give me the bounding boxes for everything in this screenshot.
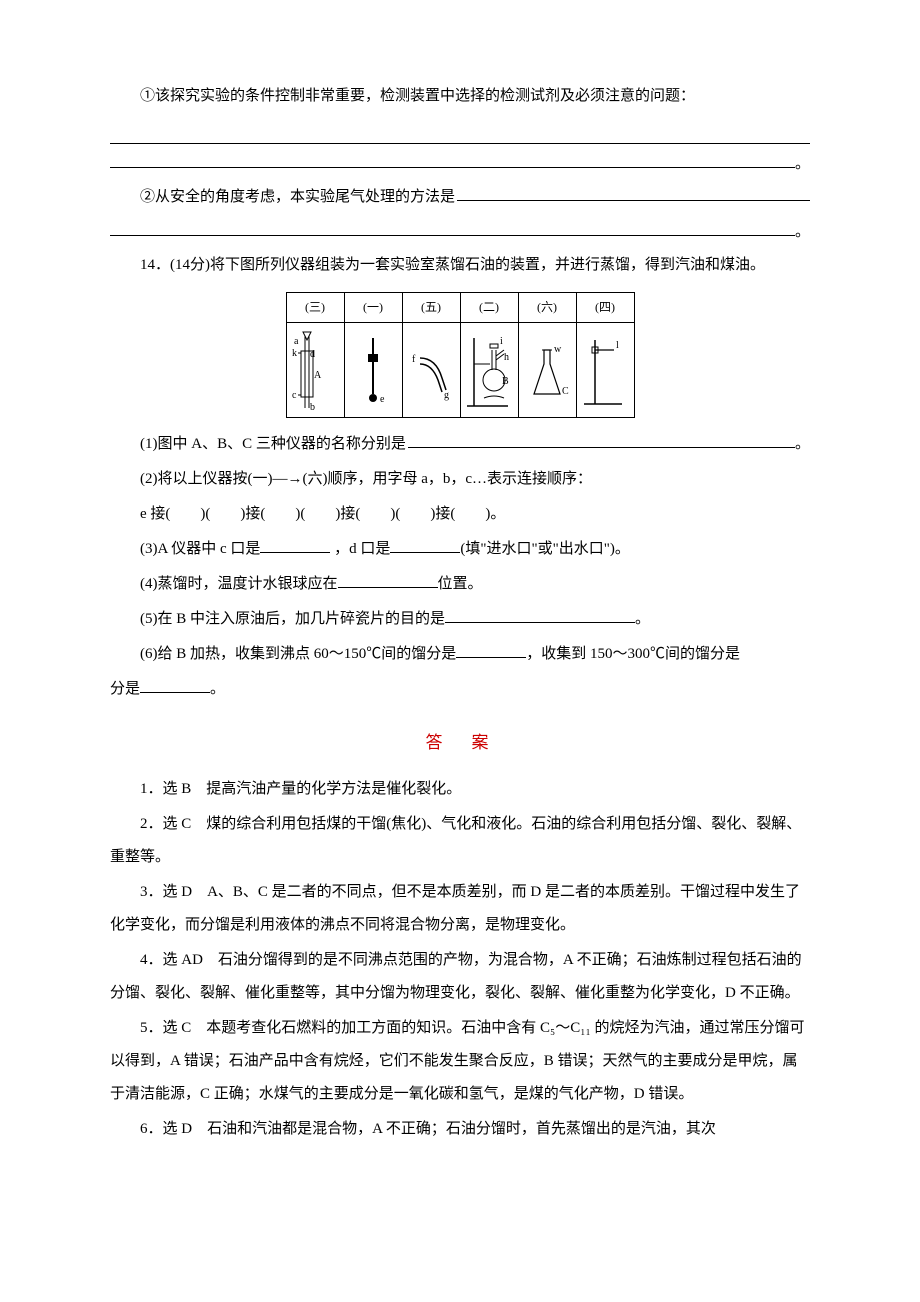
header-2: (二) (460, 293, 518, 323)
apparatus-erlenmeyer: w C (518, 323, 576, 418)
q14-p3: e 接( )( )接( )( )接( )( )接( )。 (110, 498, 810, 531)
q14-p4: (3)A 仪器中 c 口是 ，d 口是 (填"进水口"或"出水口")。 (110, 533, 810, 566)
svg-text:w: w (554, 344, 562, 355)
q14-p4-blank2 (390, 538, 460, 553)
q14-p6-blank (445, 608, 635, 623)
q14-p5-b: 位置。 (438, 576, 483, 592)
q14-p6: (5)在 B 中注入原油后，加几片碎瓷片的目的是 。 (110, 603, 810, 636)
q14-p7-line2-text: 分是 (110, 681, 140, 697)
svg-text:c: c (292, 390, 297, 401)
q13-blank-3 (110, 221, 795, 236)
header-6: (六) (518, 293, 576, 323)
q14-p1-wrap: (1)图中 A、B、C 三种仪器的名称分别是 。 (110, 428, 810, 461)
answer-4: 4．选 AD 石油分馏得到的是不同沸点范围的产物，为混合物，A 不正确；石油炼制… (110, 944, 810, 1010)
apparatus-adapter: f g (402, 323, 460, 418)
q14-p4-b: ，d 口是 (330, 541, 390, 557)
apparatus-iron-stand: l (576, 323, 634, 418)
q13-period-1: 。 (795, 148, 810, 181)
svg-text:g: g (444, 390, 449, 401)
svg-text:e: e (380, 394, 385, 405)
q14-p7: (6)给 B 加热，收集到沸点 60～150℃间的馏分是 ，收集到 150～300… (110, 638, 810, 671)
answer-1: 1．选 B 提高汽油产量的化学方法是催化裂化。 (110, 773, 810, 806)
q13-period-2: 。 (795, 216, 810, 249)
svg-text:C: C (562, 386, 569, 397)
q13-blank-line-2-wrap: 。 (110, 148, 810, 181)
header-3: (三) (286, 293, 344, 323)
svg-text:A: A (314, 370, 322, 381)
svg-text:f: f (412, 354, 416, 365)
q14-p7-a: (6)给 B 加热，收集到沸点 60～150℃间的馏分是 (140, 646, 456, 662)
q14-p2: (2)将以上仪器按(一)—→(六)顺序，用字母 a，b，c…表示连接顺序： (110, 463, 810, 496)
q14-p1-blank (408, 433, 795, 448)
q14-p4-a: (3)A 仪器中 c 口是 (140, 541, 260, 557)
q14-p7-line2: 分是 。 (110, 673, 810, 706)
svg-text:h: h (504, 352, 509, 363)
q14-p4-c: (填"进水口"或"出水口")。 (460, 541, 629, 557)
q14-p4-blank1 (260, 538, 330, 553)
svg-text:i: i (500, 336, 503, 347)
svg-text:a: a (294, 336, 299, 347)
q13-sub2-blank (457, 186, 810, 201)
header-4: (四) (576, 293, 634, 323)
q14-intro: 14．(14分)将下图所列仪器组装为一套实验室蒸馏石油的装置，并进行蒸馏，得到汽… (110, 249, 810, 282)
answer-6: 6．选 D 石油和汽油都是混合物，A 不正确；石油分馏时，首先蒸馏出的是汽油，其… (110, 1113, 810, 1146)
answer-2: 2．选 C 煤的综合利用包括煤的干馏(焦化)、气化和液化。石油的综合利用包括分馏… (110, 808, 810, 874)
q14-p7-c: 。 (210, 681, 225, 697)
answer-5: 5．选 C 本题考查化石燃料的加工方面的知识。石油中含有 C₅～C₁₁ 的烷烃为… (110, 1012, 810, 1111)
q14-p5-blank (338, 573, 438, 588)
svg-text:k: k (292, 348, 297, 359)
q14-p6-a: (5)在 B 中注入原油后，加几片碎瓷片的目的是 (140, 611, 445, 627)
svg-text:b: b (310, 402, 315, 413)
q14-p7-blank2 (140, 678, 210, 693)
q13-blank-line-3-wrap: 。 (110, 216, 810, 249)
answer-heading: 答 案 (110, 724, 810, 761)
q14-p5-a: (4)蒸馏时，温度计水银球应在 (140, 576, 338, 592)
q14-p6-b: 。 (635, 611, 650, 627)
q13-blank-2 (110, 153, 795, 168)
apparatus-table: (三) (一) (五) (二) (六) (四) a k d A c b (286, 292, 635, 418)
apparatus-flask-stand: i h B (460, 323, 518, 418)
header-1: (一) (344, 293, 402, 323)
q14-p7-blank1 (456, 643, 526, 658)
q14-p1-text: (1)图中 A、B、C 三种仪器的名称分别是 (140, 428, 406, 461)
q14-p7-b: ，收集到 150～300℃间的馏分是 (526, 646, 740, 662)
q14-p1-period: 。 (795, 428, 810, 461)
apparatus-condenser: a k d A c b (286, 323, 344, 418)
apparatus-thermometer: e (344, 323, 402, 418)
q13-sub2-text: ②从安全的角度考虑，本实验尾气处理的方法是 (140, 181, 455, 214)
svg-text:l: l (616, 340, 619, 351)
q13-sub1: ①该探究实验的条件控制非常重要，检测装置中选择的检测试剂及必须注意的问题： (110, 80, 810, 113)
q13-blank-line-1 (110, 117, 810, 144)
q14-p5: (4)蒸馏时，温度计水银球应在 位置。 (110, 568, 810, 601)
apparatus-diagram: (三) (一) (五) (二) (六) (四) a k d A c b (110, 292, 810, 418)
header-5: (五) (402, 293, 460, 323)
q13-sub2-wrap: ②从安全的角度考虑，本实验尾气处理的方法是 (110, 181, 810, 214)
answer-3: 3．选 D A、B、C 是二者的不同点，但不是本质差别，而 D 是二者的本质差别… (110, 876, 810, 942)
